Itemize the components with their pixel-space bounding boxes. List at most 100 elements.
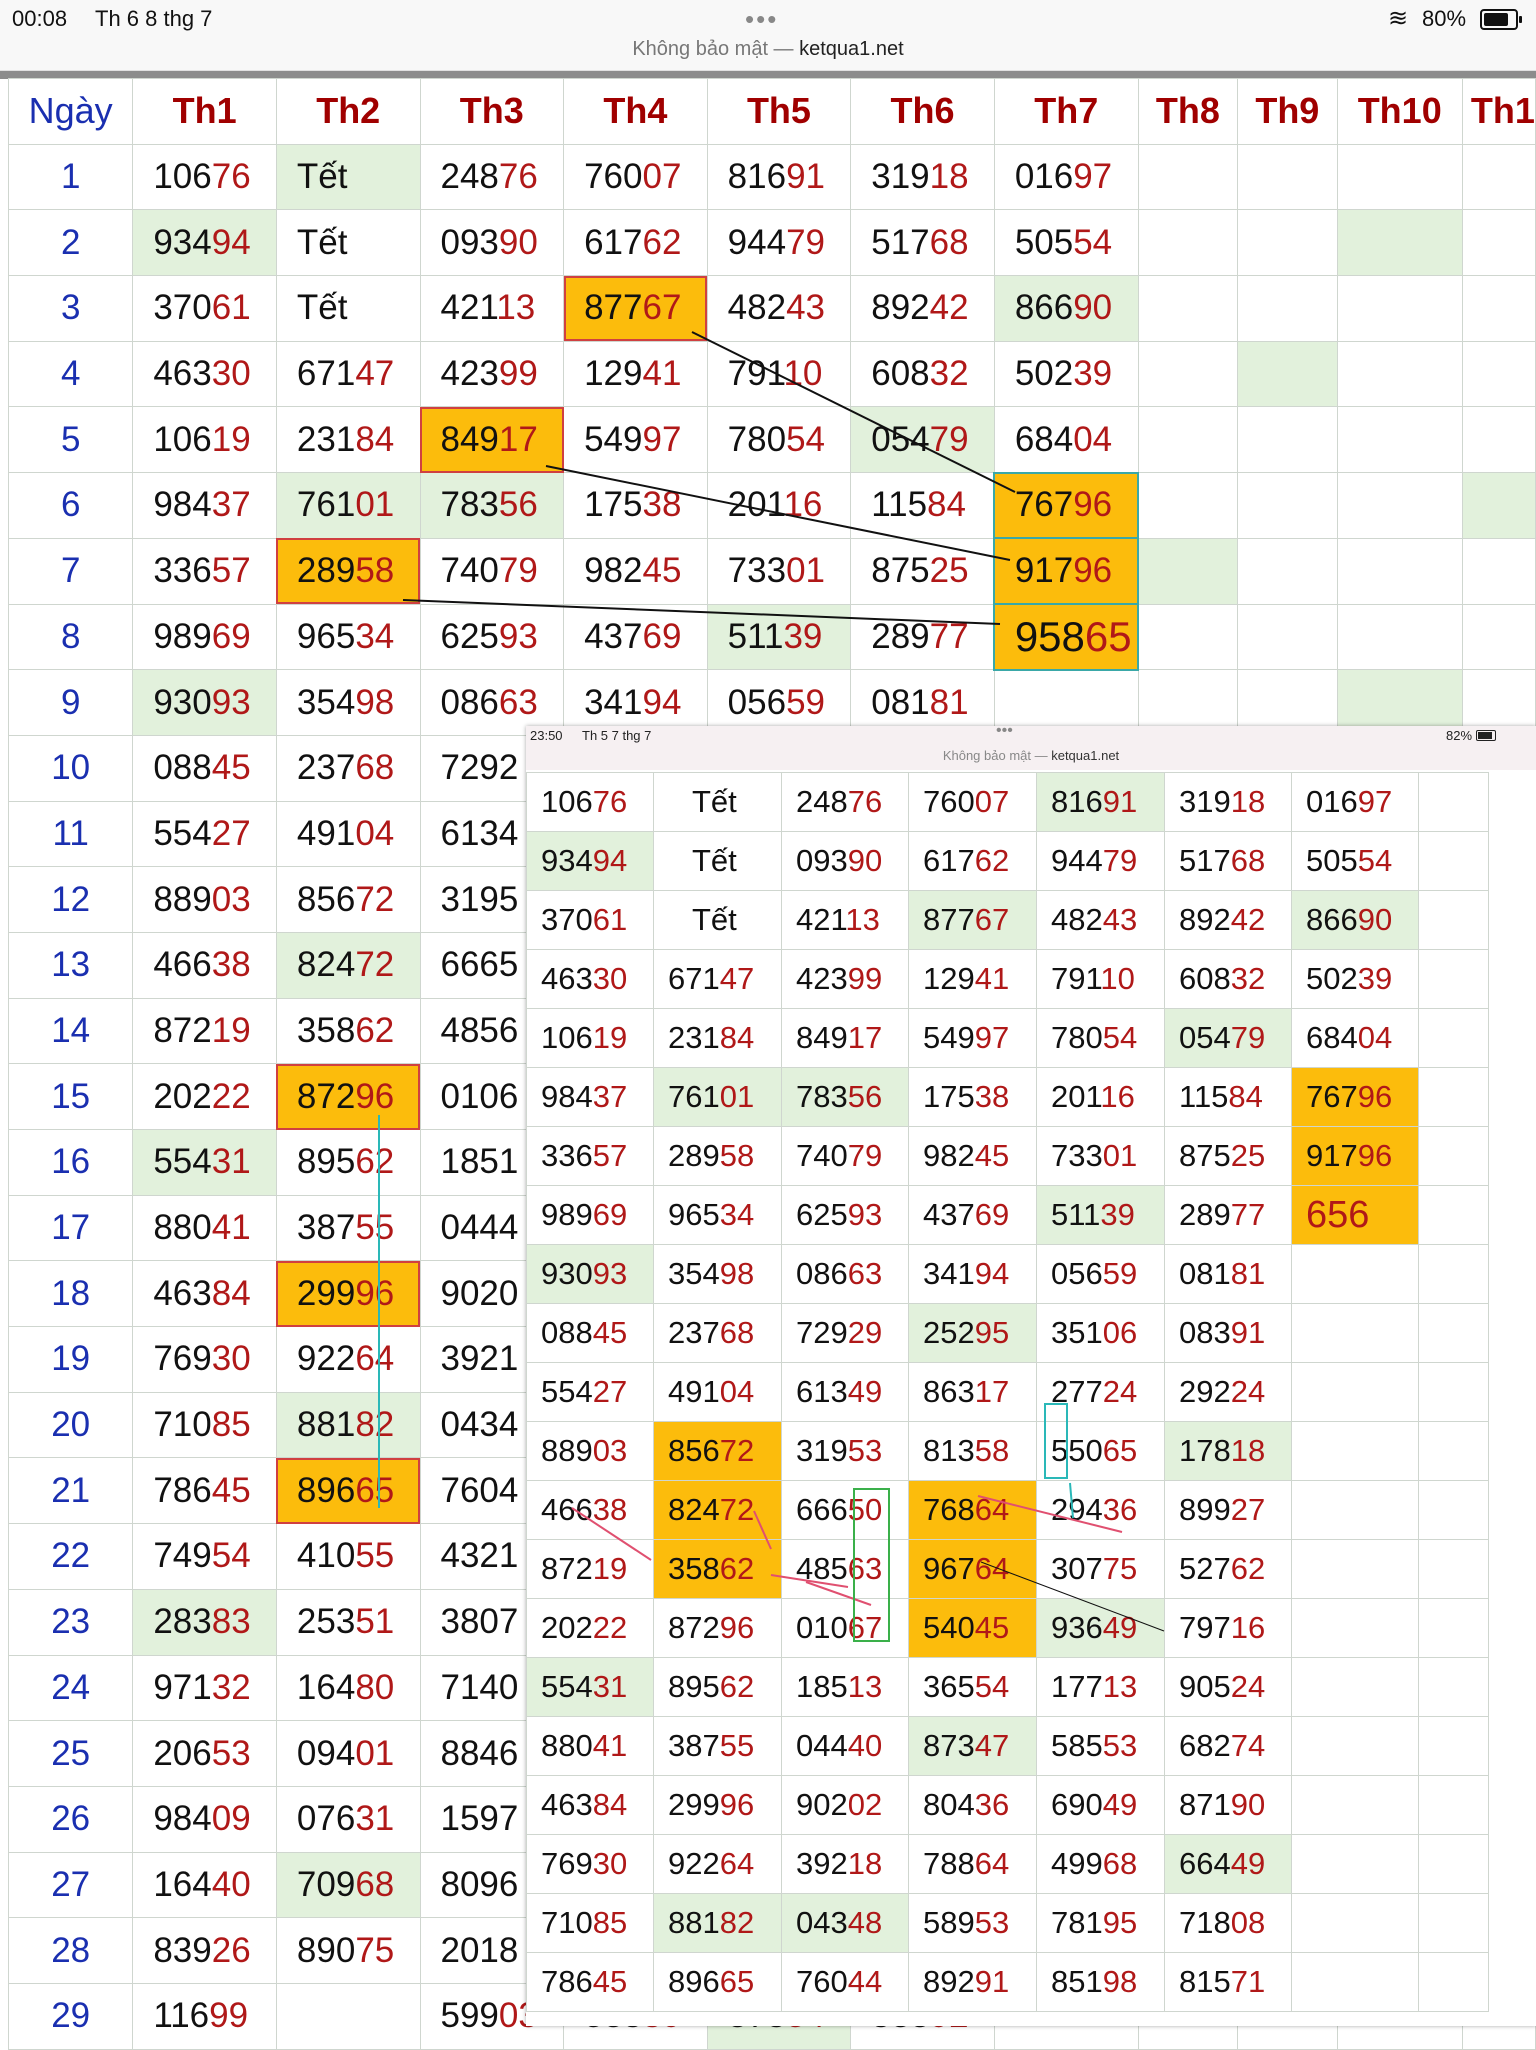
result-cell: 78864 [908, 1834, 1037, 1894]
overlay-security-label: Không bảo mật — [942, 748, 1052, 763]
more-icon[interactable]: ••• [745, 4, 779, 34]
month-header: Th7 [993, 78, 1139, 145]
result-cell: 25351 [275, 1588, 421, 1656]
result-cell: 12941 [908, 949, 1037, 1009]
month-header: Th5 [706, 78, 852, 145]
result-cell: 50239 [993, 340, 1139, 408]
result-cell [1291, 1244, 1419, 1304]
result-cell: 51139 [706, 603, 852, 671]
month-header: Th9 [1237, 78, 1338, 145]
table-row: 10676 Tết 24876 76007 81691 31918 01697 [526, 772, 1489, 832]
result-cell [1336, 275, 1463, 342]
result-cell [1461, 209, 1536, 277]
table-row: 4 46330 67147 42399 12941 79110 60832 50239 [7, 340, 1536, 408]
result-cell [1336, 209, 1463, 277]
result-cell: 87525 [1164, 1126, 1292, 1186]
result-cell: 91796 [993, 537, 1140, 605]
result-cell [1418, 1539, 1489, 1599]
result-cell [1137, 209, 1239, 277]
table-row: 37061 Tết 42113 87767 48243 89242 86690 [526, 890, 1489, 950]
result-cell: 16480 [275, 1654, 421, 1722]
address-bar[interactable]: Không bảo mật — ketqua1.net [0, 38, 1536, 61]
result-cell: 68404 [1291, 1008, 1419, 1068]
table-row: 88041 38755 04440 87347 58553 68274 [526, 1716, 1489, 1776]
result-cell: 78054 [706, 406, 852, 474]
result-cell [1418, 1952, 1489, 2012]
result-cell: 46638 [526, 1480, 654, 1540]
result-cell: 76007 [563, 143, 708, 211]
result-cell: 96764 [908, 1539, 1037, 1599]
result-cell [1291, 1775, 1419, 1835]
result-cell: 34194 [908, 1244, 1037, 1304]
result-cell: 24876 [419, 143, 565, 211]
result-cell: 89665 [653, 1952, 782, 2012]
result-cell: 89927 [1164, 1480, 1292, 1540]
result-cell: 50554 [1291, 831, 1419, 891]
result-cell [1461, 143, 1536, 211]
result-cell: 09390 [419, 209, 565, 277]
result-cell: 81358 [908, 1421, 1037, 1481]
result-cell: 12941 [563, 340, 708, 408]
result-cell: 17713 [1036, 1657, 1165, 1717]
result-cell: 87296 [653, 1598, 782, 1658]
result-cell: 88903 [526, 1421, 654, 1481]
result-cell: Tết [275, 209, 421, 277]
security-label: Không bảo mật — [632, 38, 800, 60]
result-cell: 78645 [526, 1952, 654, 2012]
result-cell: 94479 [1036, 831, 1165, 891]
result-cell: 29436 [1036, 1480, 1165, 1540]
result-cell [1461, 472, 1536, 539]
result-cell: 42113 [419, 275, 565, 342]
result-cell: 78054 [1036, 1008, 1165, 1068]
result-cell [1137, 143, 1239, 211]
result-cell: 08181 [850, 669, 995, 736]
result-cell: 98437 [526, 1067, 654, 1127]
result-cell: 49968 [1036, 1834, 1165, 1894]
month-header: Th1 [132, 78, 277, 145]
result-cell: 18513 [781, 1657, 909, 1717]
result-cell: 52762 [1164, 1539, 1292, 1599]
result-cell: 20116 [1036, 1067, 1165, 1127]
result-cell: 82472 [275, 931, 421, 999]
result-cell: 08663 [419, 669, 565, 736]
month-header: Th3 [419, 78, 565, 145]
result-cell [1237, 209, 1338, 277]
result-cell: 95865 [993, 603, 1140, 671]
result-cell [1336, 537, 1463, 605]
table-row: 8 98969 96534 62593 43769 51139 28977 95865 [7, 603, 1536, 671]
result-cell: 38755 [275, 1194, 421, 1262]
result-cell: 96534 [275, 603, 421, 671]
result-cell: 86690 [1291, 890, 1419, 950]
result-cell: 87767 [908, 890, 1037, 950]
result-cell: 28977 [1164, 1185, 1292, 1245]
table-row: 55427 49104 61349 86317 27724 29224 [526, 1362, 1489, 1422]
result-cell [1461, 669, 1536, 736]
day-number: 27 [7, 1851, 134, 1919]
result-cell: 93494 [132, 209, 277, 277]
month-header: Th1 [1461, 78, 1536, 145]
table-row: 46384 29996 90202 80436 69049 87190 [526, 1775, 1489, 1835]
result-cell: 62593 [419, 603, 565, 671]
result-cell: 69049 [1036, 1775, 1165, 1835]
result-cell: 35498 [653, 1244, 782, 1304]
overlay-url-domain: ketqua1.net [1051, 748, 1120, 763]
result-cell: 76101 [275, 472, 421, 539]
result-cell [1418, 1834, 1489, 1894]
result-cell [1418, 1185, 1489, 1245]
table-row: 55431 89562 18513 36554 17713 90524 [526, 1657, 1489, 1717]
result-cell: 17538 [563, 472, 708, 539]
result-cell [1291, 1362, 1419, 1422]
table-row: 33657 28958 74079 98245 73301 87525 91796 [526, 1126, 1489, 1186]
result-cell: 49104 [653, 1362, 782, 1422]
result-cell [1418, 1244, 1489, 1304]
result-cell: 98437 [132, 472, 277, 539]
table-row: 98969 96534 62593 43769 51139 28977 656 [526, 1185, 1489, 1245]
result-cell: 16440 [132, 1851, 277, 1919]
result-cell [1237, 340, 1338, 408]
result-cell [1291, 1598, 1419, 1658]
day-number: 1 [7, 143, 134, 211]
result-cell [1418, 1893, 1489, 1953]
overlay-more-icon: ••• [996, 726, 1013, 739]
result-cell [993, 669, 1139, 736]
day-number: 12 [7, 866, 134, 933]
